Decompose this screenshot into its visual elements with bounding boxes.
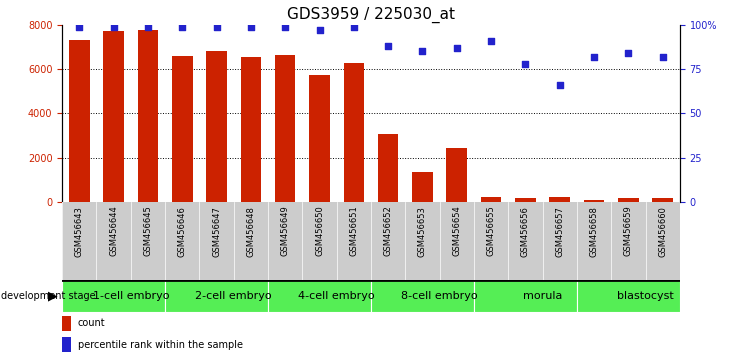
Point xyxy=(588,54,600,59)
Text: GSM456657: GSM456657 xyxy=(556,206,564,257)
Bar xyxy=(577,280,680,312)
Point xyxy=(279,24,291,29)
Text: GSM456646: GSM456646 xyxy=(178,206,186,257)
Text: GSM456656: GSM456656 xyxy=(521,206,530,257)
Text: GSM456644: GSM456644 xyxy=(109,206,118,256)
Text: GSM456655: GSM456655 xyxy=(487,206,496,256)
Bar xyxy=(69,40,90,202)
Bar xyxy=(474,280,577,312)
Bar xyxy=(481,198,501,202)
Point xyxy=(314,27,325,33)
Text: 1-cell embryo: 1-cell embryo xyxy=(93,291,169,301)
Bar xyxy=(103,32,124,202)
Point xyxy=(348,24,360,29)
Bar xyxy=(62,337,72,352)
Text: GSM456643: GSM456643 xyxy=(75,206,84,257)
Title: GDS3959 / 225030_at: GDS3959 / 225030_at xyxy=(287,7,455,23)
Bar xyxy=(515,199,536,202)
Point xyxy=(382,43,394,49)
Text: GSM456654: GSM456654 xyxy=(452,206,461,256)
Bar xyxy=(62,316,72,331)
Text: GSM456649: GSM456649 xyxy=(281,206,289,256)
Point xyxy=(211,24,222,29)
Bar xyxy=(240,57,261,202)
Point xyxy=(176,24,188,29)
Text: GSM456650: GSM456650 xyxy=(315,206,324,256)
Bar xyxy=(268,280,371,312)
Text: GSM456645: GSM456645 xyxy=(143,206,153,256)
Text: 4-cell embryo: 4-cell embryo xyxy=(298,291,375,301)
Bar xyxy=(371,280,474,312)
Bar xyxy=(412,172,433,202)
Text: development stage: development stage xyxy=(1,291,95,301)
Point xyxy=(245,24,257,29)
Bar xyxy=(165,280,268,312)
Point xyxy=(657,54,669,59)
Text: GSM456659: GSM456659 xyxy=(624,206,633,256)
Point xyxy=(520,61,531,67)
Text: ▶: ▶ xyxy=(48,289,58,302)
Text: count: count xyxy=(77,318,105,329)
Point xyxy=(554,82,566,88)
Point xyxy=(485,38,497,44)
Bar xyxy=(275,55,295,202)
Bar xyxy=(309,75,330,202)
Text: GSM456653: GSM456653 xyxy=(418,206,427,257)
Point xyxy=(623,50,635,56)
Text: percentile rank within the sample: percentile rank within the sample xyxy=(77,339,243,350)
Text: 8-cell embryo: 8-cell embryo xyxy=(401,291,478,301)
Text: GSM456648: GSM456648 xyxy=(246,206,255,257)
Bar xyxy=(584,200,605,202)
Text: morula: morula xyxy=(523,291,562,301)
Bar xyxy=(172,56,192,202)
Text: blastocyst: blastocyst xyxy=(617,291,674,301)
Text: GSM456652: GSM456652 xyxy=(384,206,393,256)
Bar xyxy=(137,30,158,202)
Bar xyxy=(344,63,364,202)
Point xyxy=(417,48,428,54)
Bar xyxy=(550,198,570,202)
Text: 2-cell embryo: 2-cell embryo xyxy=(195,291,272,301)
Point xyxy=(107,24,119,29)
Text: GSM456651: GSM456651 xyxy=(349,206,358,256)
Bar xyxy=(62,280,165,312)
Bar xyxy=(652,199,673,202)
Text: GSM456660: GSM456660 xyxy=(658,206,667,257)
Point xyxy=(73,24,85,29)
Text: GSM456647: GSM456647 xyxy=(212,206,221,257)
Point xyxy=(142,24,154,29)
Point xyxy=(451,45,463,51)
Bar xyxy=(378,134,398,202)
Bar xyxy=(447,148,467,202)
Bar xyxy=(206,51,227,202)
Bar xyxy=(618,199,639,202)
Text: GSM456658: GSM456658 xyxy=(589,206,599,257)
